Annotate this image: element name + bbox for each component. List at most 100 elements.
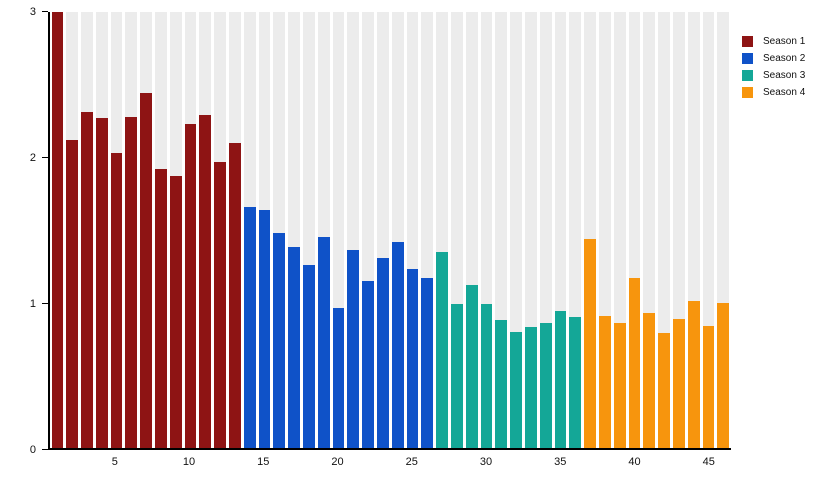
bar-episode-5-season-1 <box>110 152 123 448</box>
bar-episode-34-season-3 <box>539 323 552 448</box>
bar-episode-41-season-4 <box>643 312 656 448</box>
bar-slot-23 <box>377 12 389 448</box>
bar-background-stripe <box>687 12 700 448</box>
bar-episode-40-season-4 <box>628 277 641 448</box>
bar-background-stripe <box>510 12 522 448</box>
x-tick-label-45: 45 <box>702 456 715 468</box>
bar-background-stripe <box>377 12 389 448</box>
legend-item-season-1: Season 1 <box>742 33 805 50</box>
bar-background-stripe <box>643 12 656 448</box>
x-tick-label-40: 40 <box>628 456 641 468</box>
legend-label-2: Season 2 <box>763 53 806 64</box>
legend-item-season-3: Season 3 <box>742 67 805 84</box>
bar-slot-41 <box>643 12 656 448</box>
legend-label-1: Season 1 <box>763 36 806 47</box>
bar-slot-21 <box>347 12 360 448</box>
bar-episode-21-season-2 <box>347 250 360 448</box>
bar-episode-15-season-2 <box>258 209 271 448</box>
bar-background-stripe <box>598 12 611 448</box>
y-tick-mark-0 <box>42 449 48 450</box>
bar-episode-45-season-4 <box>702 325 715 448</box>
bar-slot-45 <box>702 12 715 448</box>
bar-slot-7 <box>140 12 153 448</box>
legend-swatch-3 <box>742 70 753 81</box>
bar-background-stripe <box>332 12 345 448</box>
bar-slot-6 <box>125 12 138 448</box>
bar-episode-37-season-4 <box>584 238 596 448</box>
bar-slot-1 <box>51 12 64 448</box>
bar-slot-4 <box>95 12 108 448</box>
bar-background-stripe <box>554 12 567 448</box>
y-tick-label-0: 0 <box>29 444 36 456</box>
legend-swatch-4 <box>742 87 753 98</box>
x-tick-label-10: 10 <box>182 456 196 468</box>
x-tick-label-15: 15 <box>257 456 270 468</box>
bar-episode-38-season-4 <box>598 315 611 448</box>
bar-episode-22-season-2 <box>362 280 375 448</box>
bar-episode-31-season-3 <box>495 320 508 448</box>
y-tick-label-2: 2 <box>29 152 36 164</box>
bar-episode-4-season-1 <box>95 118 108 448</box>
bar-slot-16 <box>273 12 286 448</box>
bar-episode-9-season-1 <box>169 176 182 448</box>
bar-slot-31 <box>495 12 508 448</box>
legend: Season 1 Season 2 Season 3 Season 4 <box>742 33 805 101</box>
bar-episode-16-season-2 <box>273 232 286 448</box>
bar-episode-11-season-1 <box>199 115 212 448</box>
bar-slot-32 <box>510 12 522 448</box>
bar-background-stripe <box>584 12 596 448</box>
bar-episode-39-season-4 <box>613 323 626 448</box>
bar-background-stripe <box>421 12 434 448</box>
bar-slot-30 <box>480 12 493 448</box>
bar-episode-42-season-4 <box>658 333 670 448</box>
bar-background-stripe <box>672 12 685 448</box>
bar-episode-36-season-3 <box>569 317 582 448</box>
bar-slot-29 <box>465 12 478 448</box>
bar-episode-43-season-4 <box>672 318 685 448</box>
x-tick-label-35: 35 <box>554 456 567 468</box>
bar-slot-43 <box>672 12 685 448</box>
bar-slot-14 <box>243 12 256 448</box>
legend-item-season-4: Season 4 <box>742 84 805 101</box>
bar-episode-12-season-1 <box>214 161 227 448</box>
bar-slot-39 <box>613 12 626 448</box>
bar-episode-24-season-2 <box>391 241 404 448</box>
bar-episode-23-season-2 <box>377 257 389 448</box>
bar-episode-46-season-4 <box>717 302 730 448</box>
bar-slot-33 <box>525 12 537 448</box>
bar-episode-33-season-3 <box>525 327 537 448</box>
y-tick-label-1: 1 <box>29 298 36 310</box>
bar-background-stripe <box>658 12 670 448</box>
bar-slot-25 <box>406 12 419 448</box>
bar-slot-19 <box>317 12 330 448</box>
y-tick-mark-3 <box>42 11 48 12</box>
bar-background-stripe <box>436 12 449 448</box>
bar-slot-28 <box>451 12 463 448</box>
legend-item-season-2: Season 2 <box>742 50 805 67</box>
bar-episode-32-season-3 <box>510 331 522 448</box>
bar-slot-36 <box>569 12 582 448</box>
bar-slot-26 <box>421 12 434 448</box>
bar-episode-35-season-3 <box>554 311 567 448</box>
bar-background-stripe <box>628 12 641 448</box>
bar-episode-29-season-3 <box>465 285 478 448</box>
legend-swatch-1 <box>742 36 753 47</box>
bar-episode-13-season-1 <box>229 142 241 448</box>
bar-background-stripe <box>702 12 715 448</box>
bar-slot-2 <box>66 12 79 448</box>
x-tick-label-25: 25 <box>405 456 418 468</box>
bar-slot-35 <box>554 12 567 448</box>
bar-background-stripe <box>539 12 552 448</box>
x-tick-label-30: 30 <box>479 456 493 468</box>
bar-slot-3 <box>81 12 93 448</box>
bar-episode-30-season-3 <box>480 304 493 448</box>
bar-episode-26-season-2 <box>421 277 434 448</box>
bar-episode-2-season-1 <box>66 139 79 448</box>
bar-episode-20-season-2 <box>332 308 345 448</box>
bar-background-stripe <box>303 12 315 448</box>
bar-background-stripe <box>391 12 404 448</box>
bar-episode-44-season-4 <box>687 301 700 448</box>
bar-episode-7-season-1 <box>140 93 153 448</box>
bar-episode-28-season-3 <box>451 304 463 448</box>
